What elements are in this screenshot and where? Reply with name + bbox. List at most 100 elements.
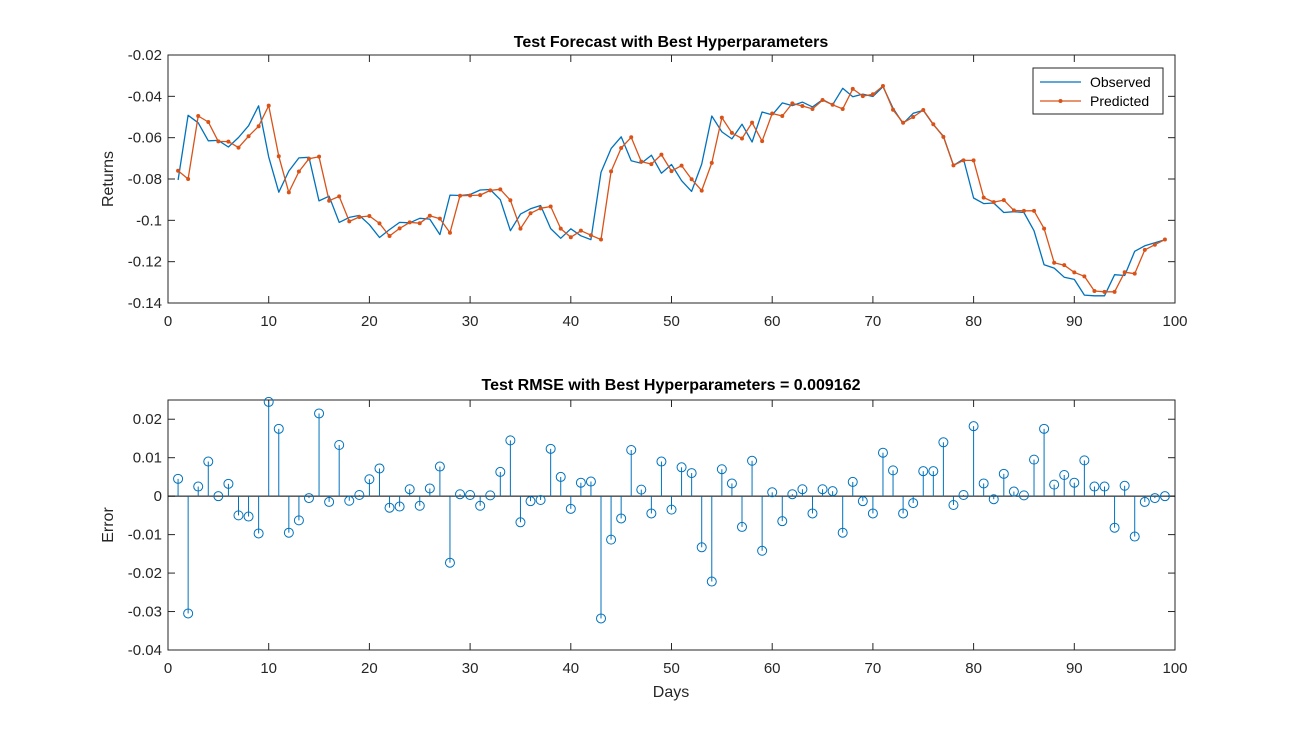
- predicted-point: [1001, 198, 1006, 203]
- error-marker: [1099, 481, 1110, 492]
- error-marker: [968, 421, 979, 432]
- error-marker: [867, 508, 878, 519]
- error-chart-title: Test RMSE with Best Hyperparameters = 0.…: [482, 377, 861, 394]
- error-marker: [837, 527, 848, 538]
- error-marker: [1039, 423, 1050, 434]
- error-marker: [847, 476, 858, 487]
- error-marker: [1159, 491, 1170, 502]
- predicted-point: [1142, 247, 1147, 252]
- forecast-y-tick-label: -0.04: [128, 88, 162, 105]
- predicted-point: [286, 190, 291, 195]
- error-chart: Test RMSE with Best Hyperparameters = 0.…: [100, 377, 1188, 701]
- predicted-point: [1011, 208, 1016, 213]
- predicted-point: [458, 193, 463, 198]
- error-x-tick-label: 90: [1066, 660, 1083, 677]
- predicted-point: [780, 113, 785, 118]
- error-y-tick-label: 0: [154, 488, 162, 505]
- error-x-tick-label: 50: [663, 660, 680, 677]
- predicted-point: [951, 163, 956, 168]
- error-marker: [183, 608, 194, 619]
- predicted-point: [1052, 260, 1057, 265]
- predicted-point: [488, 188, 493, 193]
- error-marker: [606, 534, 617, 545]
- predicted-point: [921, 107, 926, 112]
- error-y-tick-label: 0.02: [133, 411, 162, 428]
- predicted-point: [961, 158, 966, 163]
- error-y-tick-label: -0.01: [128, 527, 162, 544]
- error-marker: [716, 464, 727, 475]
- predicted-point: [911, 115, 916, 119]
- series-line-observed: [177, 85, 1166, 297]
- error-marker: [726, 478, 737, 489]
- predicted-point: [870, 92, 875, 97]
- predicted-point: [669, 169, 674, 174]
- predicted-point: [176, 168, 181, 173]
- error-marker: [314, 408, 325, 419]
- predicted-point: [236, 145, 241, 150]
- forecast-y-tick-label: -0.14: [128, 295, 162, 312]
- predicted-point: [427, 213, 432, 218]
- error-marker: [676, 462, 687, 473]
- error-marker: [525, 496, 536, 507]
- predicted-point: [1092, 289, 1097, 294]
- predicted-point: [216, 139, 221, 144]
- predicted-point: [860, 94, 865, 99]
- predicted-point: [296, 169, 301, 174]
- error-marker: [273, 423, 284, 434]
- error-marker: [988, 494, 999, 505]
- predicted-point: [196, 113, 201, 118]
- error-marker: [1008, 486, 1019, 497]
- forecast-y-tick-label: -0.08: [128, 171, 162, 188]
- error-marker: [324, 496, 335, 507]
- error-marker: [495, 466, 506, 477]
- error-marker: [908, 498, 919, 509]
- predicted-point: [760, 139, 765, 144]
- predicted-point: [397, 226, 402, 231]
- predicted-point: [186, 177, 191, 181]
- error-marker: [857, 496, 868, 507]
- predicted-point: [306, 156, 311, 161]
- predicted-point: [437, 216, 442, 221]
- legend-predicted-label: Predicted: [1090, 93, 1149, 109]
- error-marker: [475, 500, 486, 511]
- predicted-point: [649, 162, 654, 167]
- error-marker: [1129, 531, 1140, 542]
- predicted-point: [478, 193, 483, 198]
- error-marker: [1149, 493, 1160, 504]
- error-marker: [303, 493, 314, 504]
- predicted-point: [739, 136, 744, 141]
- predicted-point: [357, 215, 362, 220]
- predicted-point: [689, 177, 694, 182]
- error-x-tick-label: 0: [164, 660, 172, 677]
- predicted-point: [1102, 289, 1107, 294]
- predicted-point: [1082, 274, 1087, 279]
- forecast-y-tick-label: -0.12: [128, 254, 162, 271]
- forecast-y-tick-label: -0.1: [136, 212, 162, 229]
- error-marker: [817, 484, 828, 495]
- predicted-point: [276, 154, 281, 159]
- error-marker: [696, 542, 707, 553]
- error-marker: [344, 495, 355, 506]
- error-marker: [173, 473, 184, 484]
- predicted-point: [1021, 208, 1026, 213]
- predicted-point: [800, 104, 805, 109]
- error-marker: [1029, 454, 1040, 465]
- error-marker: [978, 478, 989, 489]
- error-marker: [767, 487, 778, 498]
- error-marker: [747, 455, 758, 466]
- error-x-tick-label: 80: [965, 660, 982, 677]
- error-marker: [263, 396, 274, 407]
- predicted-point: [609, 169, 614, 174]
- error-x-tick-label: 10: [260, 660, 277, 677]
- error-marker: [656, 456, 667, 467]
- predicted-point: [337, 194, 342, 199]
- predicted-point: [810, 106, 815, 111]
- predicted-point: [327, 198, 332, 203]
- legend-box: [1032, 67, 1164, 115]
- predicted-point: [729, 130, 734, 135]
- forecast-x-tick-label: 50: [663, 313, 680, 330]
- predicted-point: [830, 102, 835, 107]
- predicted-point: [619, 146, 624, 150]
- error-marker: [424, 483, 435, 494]
